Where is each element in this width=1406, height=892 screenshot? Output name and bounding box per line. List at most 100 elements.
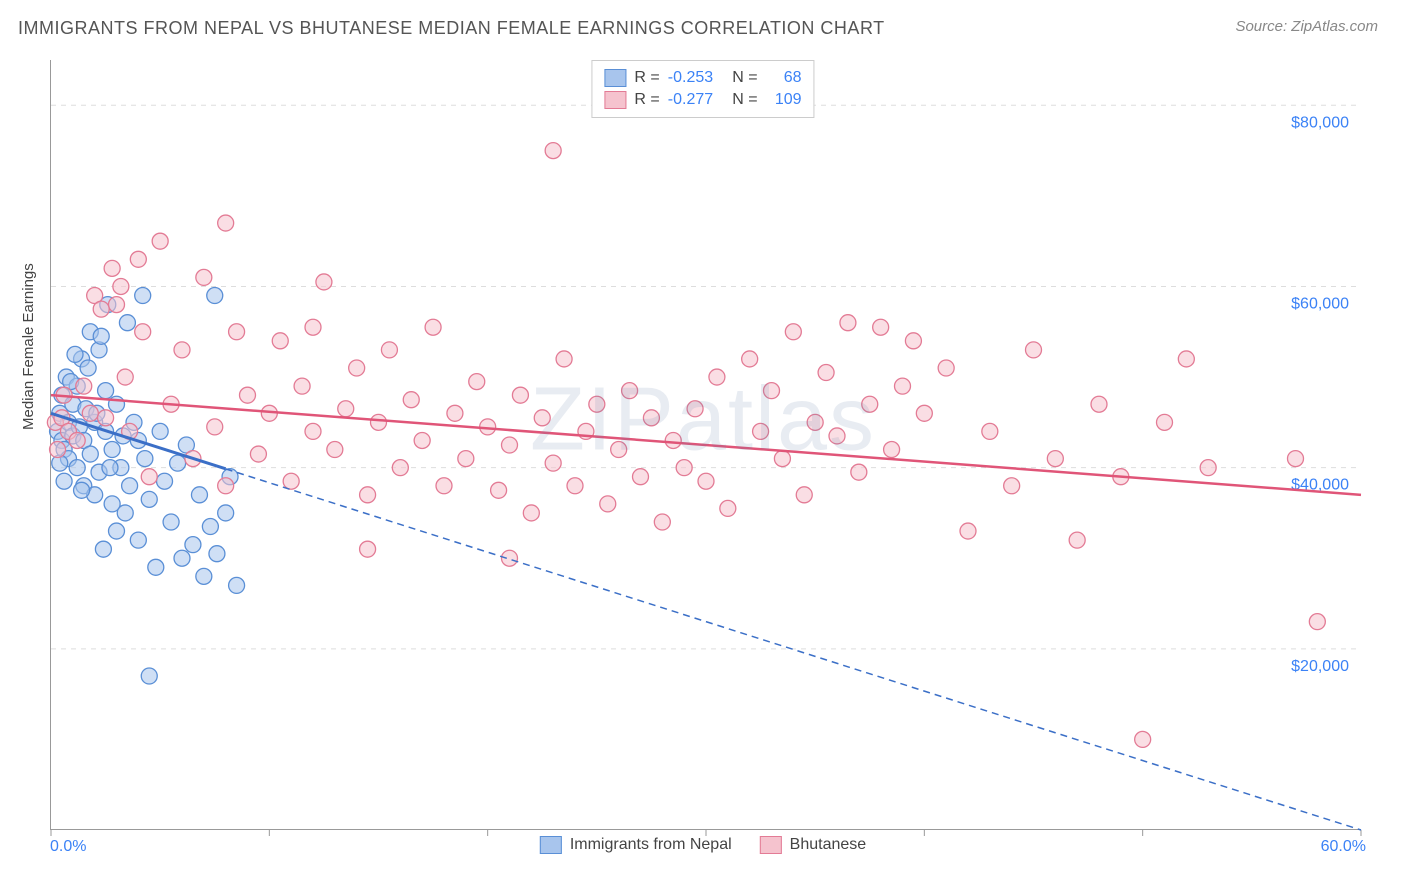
data-point — [1309, 614, 1325, 630]
legend-swatch — [760, 836, 782, 854]
data-point — [643, 410, 659, 426]
data-point — [403, 392, 419, 408]
legend-row: R =-0.277 N =109 — [604, 89, 801, 111]
data-point — [862, 396, 878, 412]
data-point — [687, 401, 703, 417]
data-point — [1026, 342, 1042, 358]
data-point — [960, 523, 976, 539]
data-point — [163, 514, 179, 530]
data-point — [82, 405, 98, 421]
data-point — [113, 278, 129, 294]
data-point — [130, 251, 146, 267]
data-point — [589, 396, 605, 412]
data-point — [109, 297, 125, 313]
data-point — [622, 383, 638, 399]
data-point — [600, 496, 616, 512]
data-point — [152, 423, 168, 439]
data-point — [349, 360, 365, 376]
y-axis-label: Median Female Earnings — [20, 263, 37, 430]
chart-container: IMMIGRANTS FROM NEPAL VS BHUTANESE MEDIA… — [0, 0, 1406, 892]
x-axis-min-label: 0.0% — [50, 838, 86, 856]
data-point — [135, 324, 151, 340]
data-point — [458, 451, 474, 467]
data-point — [119, 315, 135, 331]
data-point — [95, 541, 111, 557]
data-point — [122, 478, 138, 494]
data-point — [491, 482, 507, 498]
data-point — [1178, 351, 1194, 367]
data-point — [272, 333, 288, 349]
data-point — [148, 559, 164, 575]
data-point — [170, 455, 186, 471]
legend-n-label: N = — [728, 69, 758, 87]
data-point — [360, 487, 376, 503]
data-point — [1200, 460, 1216, 476]
data-point — [102, 460, 118, 476]
data-point — [1047, 451, 1063, 467]
data-point — [305, 319, 321, 335]
data-point — [753, 423, 769, 439]
data-point — [381, 342, 397, 358]
legend-n-value: 109 — [766, 91, 802, 109]
legend-label: Bhutanese — [790, 836, 867, 854]
y-tick-label: $60,000 — [1291, 295, 1349, 312]
data-point — [556, 351, 572, 367]
series-legend: Immigrants from Nepal Bhutanese — [540, 836, 866, 854]
data-point — [80, 360, 96, 376]
legend-r-value: -0.253 — [668, 69, 720, 87]
data-point — [135, 288, 151, 304]
data-point — [152, 233, 168, 249]
data-point — [523, 505, 539, 521]
x-axis-max-label: 60.0% — [1321, 838, 1366, 856]
data-point — [229, 324, 245, 340]
data-point — [545, 143, 561, 159]
data-point — [1288, 451, 1304, 467]
data-point — [50, 442, 66, 458]
data-point — [534, 410, 550, 426]
data-point — [654, 514, 670, 530]
data-point — [502, 550, 518, 566]
data-point — [67, 346, 83, 362]
data-point — [665, 432, 681, 448]
data-point — [141, 491, 157, 507]
data-point — [98, 383, 114, 399]
data-point — [611, 442, 627, 458]
data-point — [1091, 396, 1107, 412]
data-point — [294, 378, 310, 394]
data-point — [202, 519, 218, 535]
data-point — [141, 469, 157, 485]
legend-r-label: R = — [634, 69, 659, 87]
data-point — [545, 455, 561, 471]
data-point — [196, 269, 212, 285]
data-point — [392, 460, 408, 476]
legend-item: Immigrants from Nepal — [540, 836, 732, 854]
data-point — [982, 423, 998, 439]
data-point — [469, 374, 485, 390]
data-point — [137, 451, 153, 467]
data-point — [916, 405, 932, 421]
data-point — [905, 333, 921, 349]
chart-title: IMMIGRANTS FROM NEPAL VS BHUTANESE MEDIA… — [18, 18, 885, 39]
data-point — [425, 319, 441, 335]
data-point — [76, 378, 92, 394]
data-point — [676, 460, 692, 476]
data-point — [69, 432, 85, 448]
data-point — [796, 487, 812, 503]
data-point — [633, 469, 649, 485]
data-point — [774, 451, 790, 467]
data-point — [938, 360, 954, 376]
data-point — [698, 473, 714, 489]
y-tick-label: $20,000 — [1291, 658, 1349, 675]
data-point — [840, 315, 856, 331]
data-point — [414, 432, 430, 448]
data-point — [207, 419, 223, 435]
data-point — [283, 473, 299, 489]
data-point — [229, 577, 245, 593]
data-point — [141, 668, 157, 684]
data-point — [207, 288, 223, 304]
legend-r-label: R = — [634, 91, 659, 109]
data-point — [104, 442, 120, 458]
data-point — [82, 446, 98, 462]
data-point — [371, 414, 387, 430]
data-point — [104, 260, 120, 276]
